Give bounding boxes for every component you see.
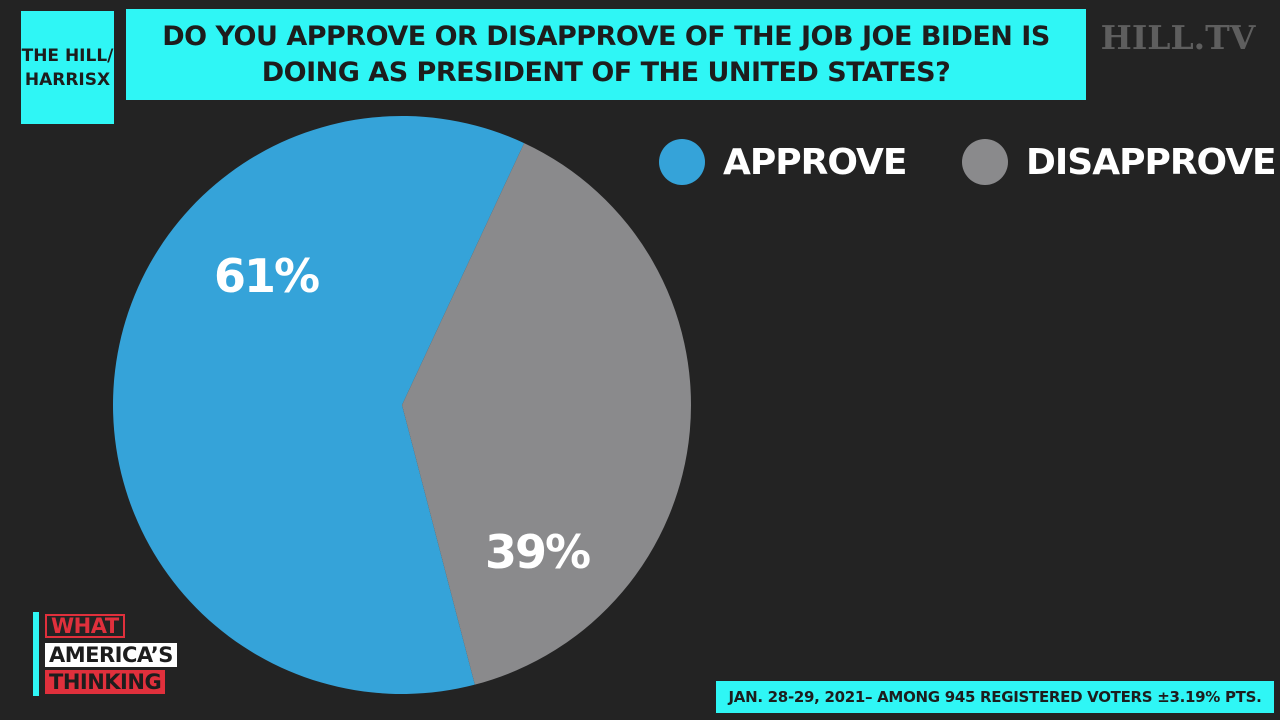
network-logo: HILL.TV xyxy=(1100,18,1256,57)
survey-footnote: JAN. 28-29, 2021– AMONG 945 REGISTERED V… xyxy=(716,681,1274,713)
legend-label-disapprove: DISAPPROVE xyxy=(1026,141,1277,183)
pie-slice-approve xyxy=(113,116,525,695)
brand-line-thinking: THINKING xyxy=(45,670,166,694)
legend-item-disapprove: DISAPPROVE xyxy=(962,138,1277,186)
legend-item-approve: APPROVE xyxy=(659,138,907,186)
source-badge: THE HILL/ HARRISX xyxy=(21,11,114,124)
chart-title: DO YOU APPROVE OR DISAPPROVE OF THE JOB … xyxy=(126,9,1086,100)
source-line-1: THE HILL/ xyxy=(21,45,114,66)
slice-label-disapprove: 39% xyxy=(485,525,590,579)
legend-swatch-approve xyxy=(659,139,705,185)
legend-swatch-disapprove xyxy=(962,139,1008,185)
slice-label-approve: 61% xyxy=(214,249,319,303)
source-line-2: HARRISX xyxy=(24,69,111,90)
pie-slice-disapprove xyxy=(402,143,692,685)
brand-line-americas: AMERICA’S xyxy=(45,643,177,667)
brand-accent-bar xyxy=(33,612,39,696)
brand-line-what: WHAT xyxy=(45,614,125,638)
legend-label-approve: APPROVE xyxy=(723,141,907,183)
what-americas-thinking-logo: WHAT AMERICA’S THINKING xyxy=(33,612,203,698)
